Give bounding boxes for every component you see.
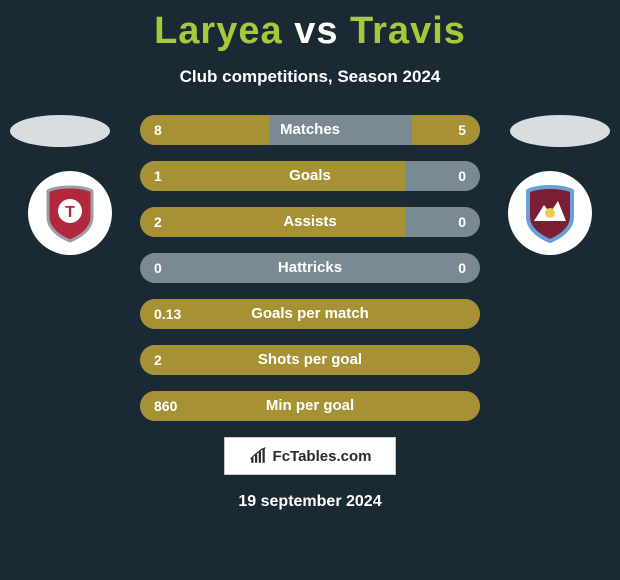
brand-chart-icon [249, 447, 267, 465]
right-platform-ellipse [510, 115, 610, 147]
stat-bars-container: 85Matches10Goals20Assists00Hattricks0.13… [140, 115, 480, 421]
stat-label: Hattricks [140, 253, 480, 283]
stat-bar-right-fill [412, 115, 480, 145]
left-club-badge: T [28, 171, 112, 255]
stat-bar-left-fill [140, 345, 480, 375]
player2-name: Travis [350, 10, 466, 52]
brand-box[interactable]: FcTables.com [224, 437, 396, 475]
content-area: T 85Matches10Goals20Assists00Hattricks0.… [0, 115, 620, 421]
svg-text:T: T [65, 204, 75, 221]
stat-row: 20Assists [140, 207, 480, 237]
stat-value-right: 0 [458, 207, 466, 237]
subtitle: Club competitions, Season 2024 [0, 67, 620, 87]
right-club-badge [508, 171, 592, 255]
snapshot-date: 19 september 2024 [0, 493, 620, 511]
stat-row: 10Goals [140, 161, 480, 191]
stat-row: 860Min per goal [140, 391, 480, 421]
stat-value-right: 0 [458, 161, 466, 191]
stat-bar-left-fill [140, 299, 480, 329]
stat-bar-left-fill [140, 391, 480, 421]
toronto-fc-crest-icon: T [40, 183, 100, 243]
left-platform-ellipse [10, 115, 110, 147]
stat-value-left: 0 [154, 253, 162, 283]
stat-value-right: 0 [458, 253, 466, 283]
colorado-rapids-crest-icon [520, 183, 580, 243]
player1-name: Laryea [154, 10, 283, 52]
brand-text: FcTables.com [273, 448, 372, 465]
stat-bar-left-fill [140, 207, 405, 237]
vs-separator: vs [294, 10, 338, 52]
stat-row: 0 0Hattricks [140, 253, 480, 283]
comparison-title: Laryea vs Travis [0, 0, 620, 53]
stat-row: 0.13Goals per match [140, 299, 480, 329]
stat-row: 85Matches [140, 115, 480, 145]
stat-bar-left-fill [140, 115, 269, 145]
stat-row: 2Shots per goal [140, 345, 480, 375]
stat-bar-left-fill [140, 161, 405, 191]
